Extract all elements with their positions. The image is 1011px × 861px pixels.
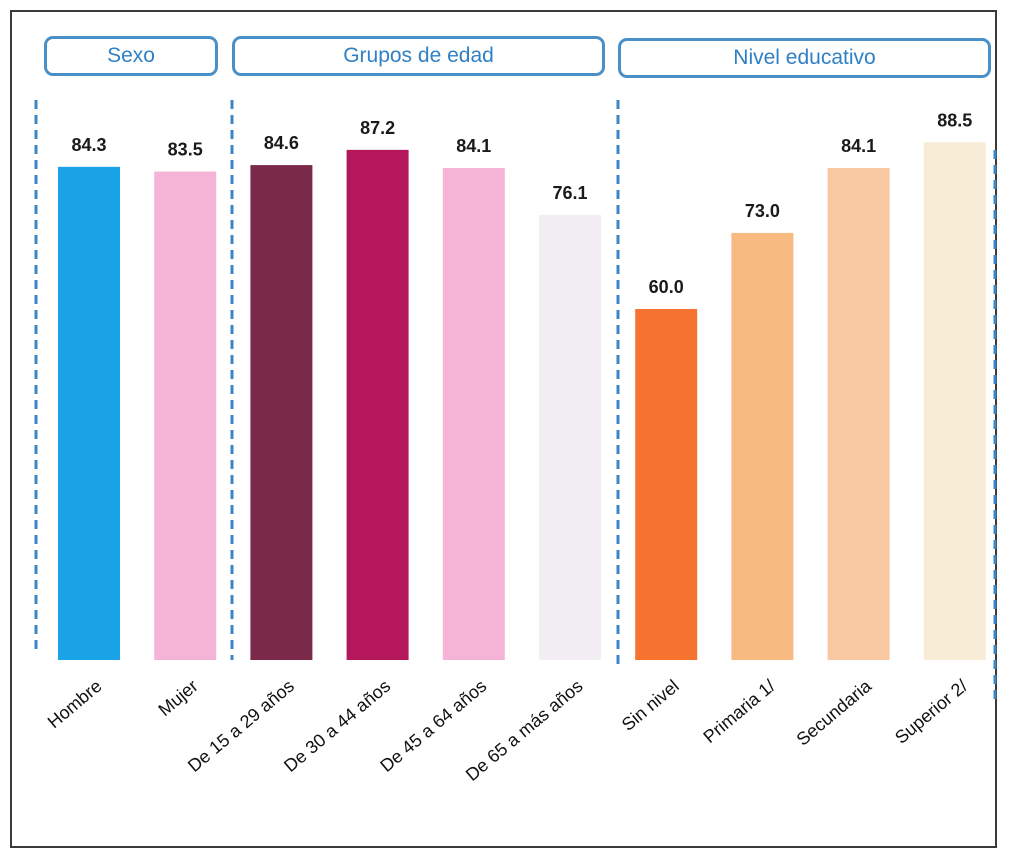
category-label-sin-nivel: Sin nivel	[618, 676, 683, 735]
bar-secundaria	[827, 168, 890, 660]
value-label-hombre: 84.3	[71, 135, 106, 155]
group-label-grupos-de-edad: Grupos de edad	[343, 44, 494, 67]
value-label-secundaria: 84.1	[841, 136, 876, 156]
bar-de-45-a-64-anos	[442, 168, 505, 660]
category-label-primaria-1: Primaria 1/	[699, 676, 779, 747]
bar-sin-nivel	[635, 309, 698, 660]
value-label-de-30-a-44-anos: 87.2	[360, 118, 395, 138]
bar-primaria-1	[731, 232, 794, 660]
value-label-de-65-a-mas-anos: 76.1	[552, 183, 587, 203]
group-header-sexo: Sexo	[44, 36, 218, 76]
bar-superior-2	[923, 142, 986, 660]
category-label-secundaria: Secundaria	[793, 675, 876, 749]
group-label-sexo: Sexo	[107, 44, 155, 67]
value-label-superior-2: 88.5	[937, 110, 972, 130]
bar-de-65-a-mas-anos	[539, 214, 601, 660]
bar-mujer	[154, 171, 217, 660]
group-header-grupos-de-edad: Grupos de edad	[232, 36, 605, 76]
bar-hombre	[58, 166, 120, 660]
category-label-superior-2: Superior 2/	[891, 676, 971, 748]
group-header-nivel-educativo: Nivel educativo	[618, 38, 991, 78]
category-label-hombre: Hombre	[44, 676, 106, 732]
bar-de-30-a-44-anos	[346, 149, 409, 660]
category-label-mujer: Mujer	[154, 676, 201, 720]
value-label-de-45-a-64-anos: 84.1	[456, 136, 491, 156]
group-label-nivel-educativo: Nivel educativo	[733, 46, 876, 69]
value-label-primaria-1: 73.0	[745, 201, 780, 221]
bar-de-15-a-29-anos	[250, 165, 313, 660]
value-label-de-15-a-29-anos: 84.6	[264, 133, 299, 153]
value-label-sin-nivel: 60.0	[649, 277, 684, 297]
value-label-mujer: 83.5	[168, 140, 203, 160]
